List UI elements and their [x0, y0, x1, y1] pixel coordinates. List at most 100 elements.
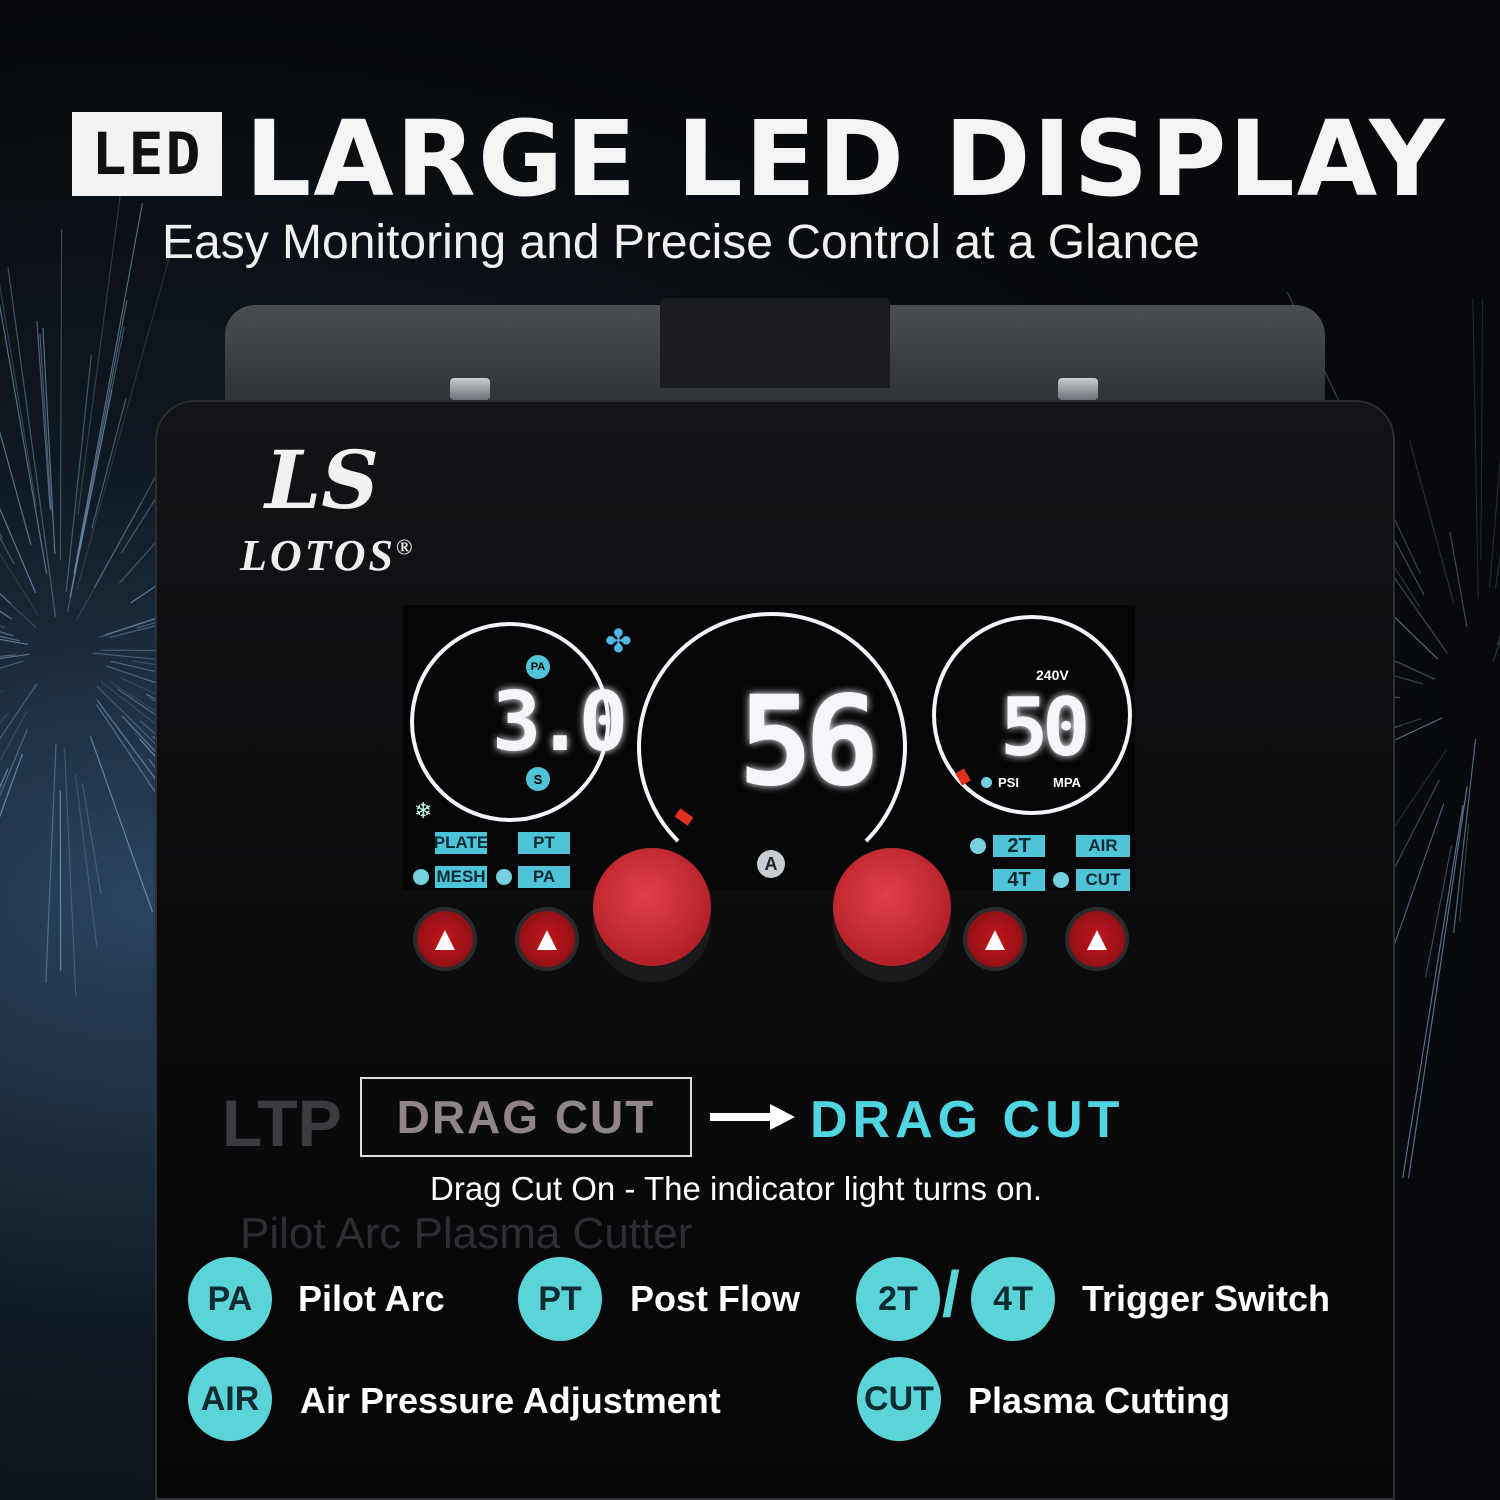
spark-streak — [1407, 786, 1468, 1179]
spark-streak — [1402, 805, 1464, 1179]
left-gauge-value: 3.0 — [492, 675, 628, 770]
spark-streak — [1424, 845, 1453, 978]
spark-streak — [0, 683, 38, 740]
current-value: 56 — [738, 670, 879, 814]
faint-model: LTP — [222, 1086, 342, 1160]
spark-streak — [59, 229, 63, 560]
spark-streak — [0, 631, 14, 637]
legend-label-air-pressure: Air Pressure Adjustment — [300, 1380, 721, 1421]
spark-streak — [7, 267, 57, 617]
spark-streak — [0, 635, 20, 642]
right-gauge-ring — [932, 615, 1132, 815]
pressure-knob[interactable] — [833, 848, 951, 966]
faint-model-subtitle: Pilot Arc Plasma Cutter — [240, 1209, 693, 1258]
spark-streak — [0, 653, 30, 659]
legend-label-plasma-cutting: Plasma Cutting — [968, 1380, 1231, 1421]
spark-streak — [1453, 738, 1477, 933]
spark-streak — [79, 389, 113, 549]
spark-streak — [1494, 551, 1500, 589]
psi-indicator-dot — [981, 777, 992, 788]
machine-front — [155, 400, 1395, 1500]
plate-mesh-button[interactable]: ▲ — [413, 907, 477, 971]
spark-streak — [0, 710, 28, 762]
pressure-value: 50 — [1000, 681, 1090, 774]
spark-streak — [0, 536, 15, 565]
spark-streak — [1449, 531, 1468, 627]
drag-cut-highlight: DRAG CUT — [810, 1091, 1125, 1149]
trigger-mode-button[interactable]: ▲ — [963, 907, 1027, 971]
brand-logo: LS — [265, 433, 380, 527]
screw-icon — [1058, 378, 1098, 400]
voltage-label: 240V — [1036, 667, 1069, 683]
snowflake-icon: ❄ — [414, 798, 433, 823]
legend-separator: / — [942, 1258, 960, 1330]
spark-streak — [67, 326, 125, 612]
legend-badge-2t: 2T — [856, 1257, 940, 1341]
led-badge: LED — [72, 112, 222, 196]
spark-streak — [45, 743, 57, 983]
legend-badge-pt: PT — [518, 1257, 602, 1341]
arrow-right-icon — [710, 1104, 795, 1130]
spark-streak — [1488, 456, 1500, 588]
spark-streak — [0, 507, 37, 594]
cut-indicator-dot — [1053, 872, 1069, 888]
tag-cut: CUT — [1076, 869, 1130, 891]
tag-4t: 4T — [993, 869, 1045, 891]
spark-streak — [36, 321, 51, 509]
legend-label-pilot-arc: Pilot Arc — [298, 1278, 445, 1319]
spark-streak — [0, 283, 37, 507]
mesh-indicator-dot — [413, 869, 429, 885]
drag-cut-description: Drag Cut On - The indicator light turns … — [430, 1170, 1043, 1207]
spark-streak — [0, 430, 32, 545]
tag-pa: PA — [518, 866, 570, 888]
brand-name: LOTOS® — [240, 530, 415, 581]
spark-streak — [0, 753, 23, 818]
spark-streak — [75, 237, 176, 591]
spark-streak — [0, 303, 48, 574]
left-gauge-ring — [410, 622, 610, 822]
page-title: LARGE LED DISPLAY — [245, 98, 1447, 220]
spark-streak — [0, 728, 28, 797]
spark-streak — [1408, 440, 1455, 604]
legend-badge-pa: PA — [188, 1257, 272, 1341]
spark-streak — [63, 748, 77, 996]
fan-icon: ✤ — [605, 623, 632, 659]
drag-cut-panel-label: DRAG CUT — [360, 1077, 692, 1157]
spark-streak — [81, 782, 102, 894]
legend-label-trigger-switch: Trigger Switch — [1082, 1278, 1331, 1319]
2t-indicator-dot — [970, 838, 986, 854]
center-gauge-ring — [637, 612, 907, 882]
air-cut-button[interactable]: ▲ — [1065, 907, 1129, 971]
tag-2t: 2T — [993, 835, 1045, 857]
spark-streak — [1480, 297, 1484, 561]
brand-name-text: LOTOS — [240, 531, 396, 580]
spark-streak — [69, 300, 128, 597]
machine-handle — [660, 298, 890, 388]
legend-badge-4t: 4T — [971, 1257, 1055, 1341]
spark-streak — [0, 713, 8, 724]
pa-indicator-dot — [496, 869, 512, 885]
spark-streak — [74, 773, 98, 948]
subtitle: Easy Monitoring and Precise Control at a… — [162, 216, 1200, 269]
spark-streak — [65, 354, 92, 592]
pa-indicator: PA — [526, 655, 550, 679]
registered-mark: ® — [395, 534, 416, 560]
seconds-indicator: S — [526, 767, 550, 791]
spark-streak — [76, 502, 143, 621]
spark-streak — [1458, 823, 1470, 922]
spark-streak — [73, 203, 143, 573]
tag-plate: PLATE — [433, 832, 489, 854]
legend-badge-cut: CUT — [857, 1357, 941, 1441]
current-knob[interactable] — [593, 848, 711, 966]
legend-label-post-flow: Post Flow — [630, 1278, 800, 1319]
pt-pa-button[interactable]: ▲ — [515, 907, 579, 971]
tag-pt: PT — [518, 832, 570, 854]
screw-icon — [450, 378, 490, 400]
spark-streak — [96, 704, 167, 809]
tag-air: AIR — [1076, 835, 1130, 857]
tag-mesh: MESH — [435, 866, 487, 888]
spark-streak — [1472, 298, 1479, 599]
spark-streak — [39, 333, 52, 512]
amp-unit: A — [757, 850, 785, 878]
spark-streak — [0, 610, 13, 620]
